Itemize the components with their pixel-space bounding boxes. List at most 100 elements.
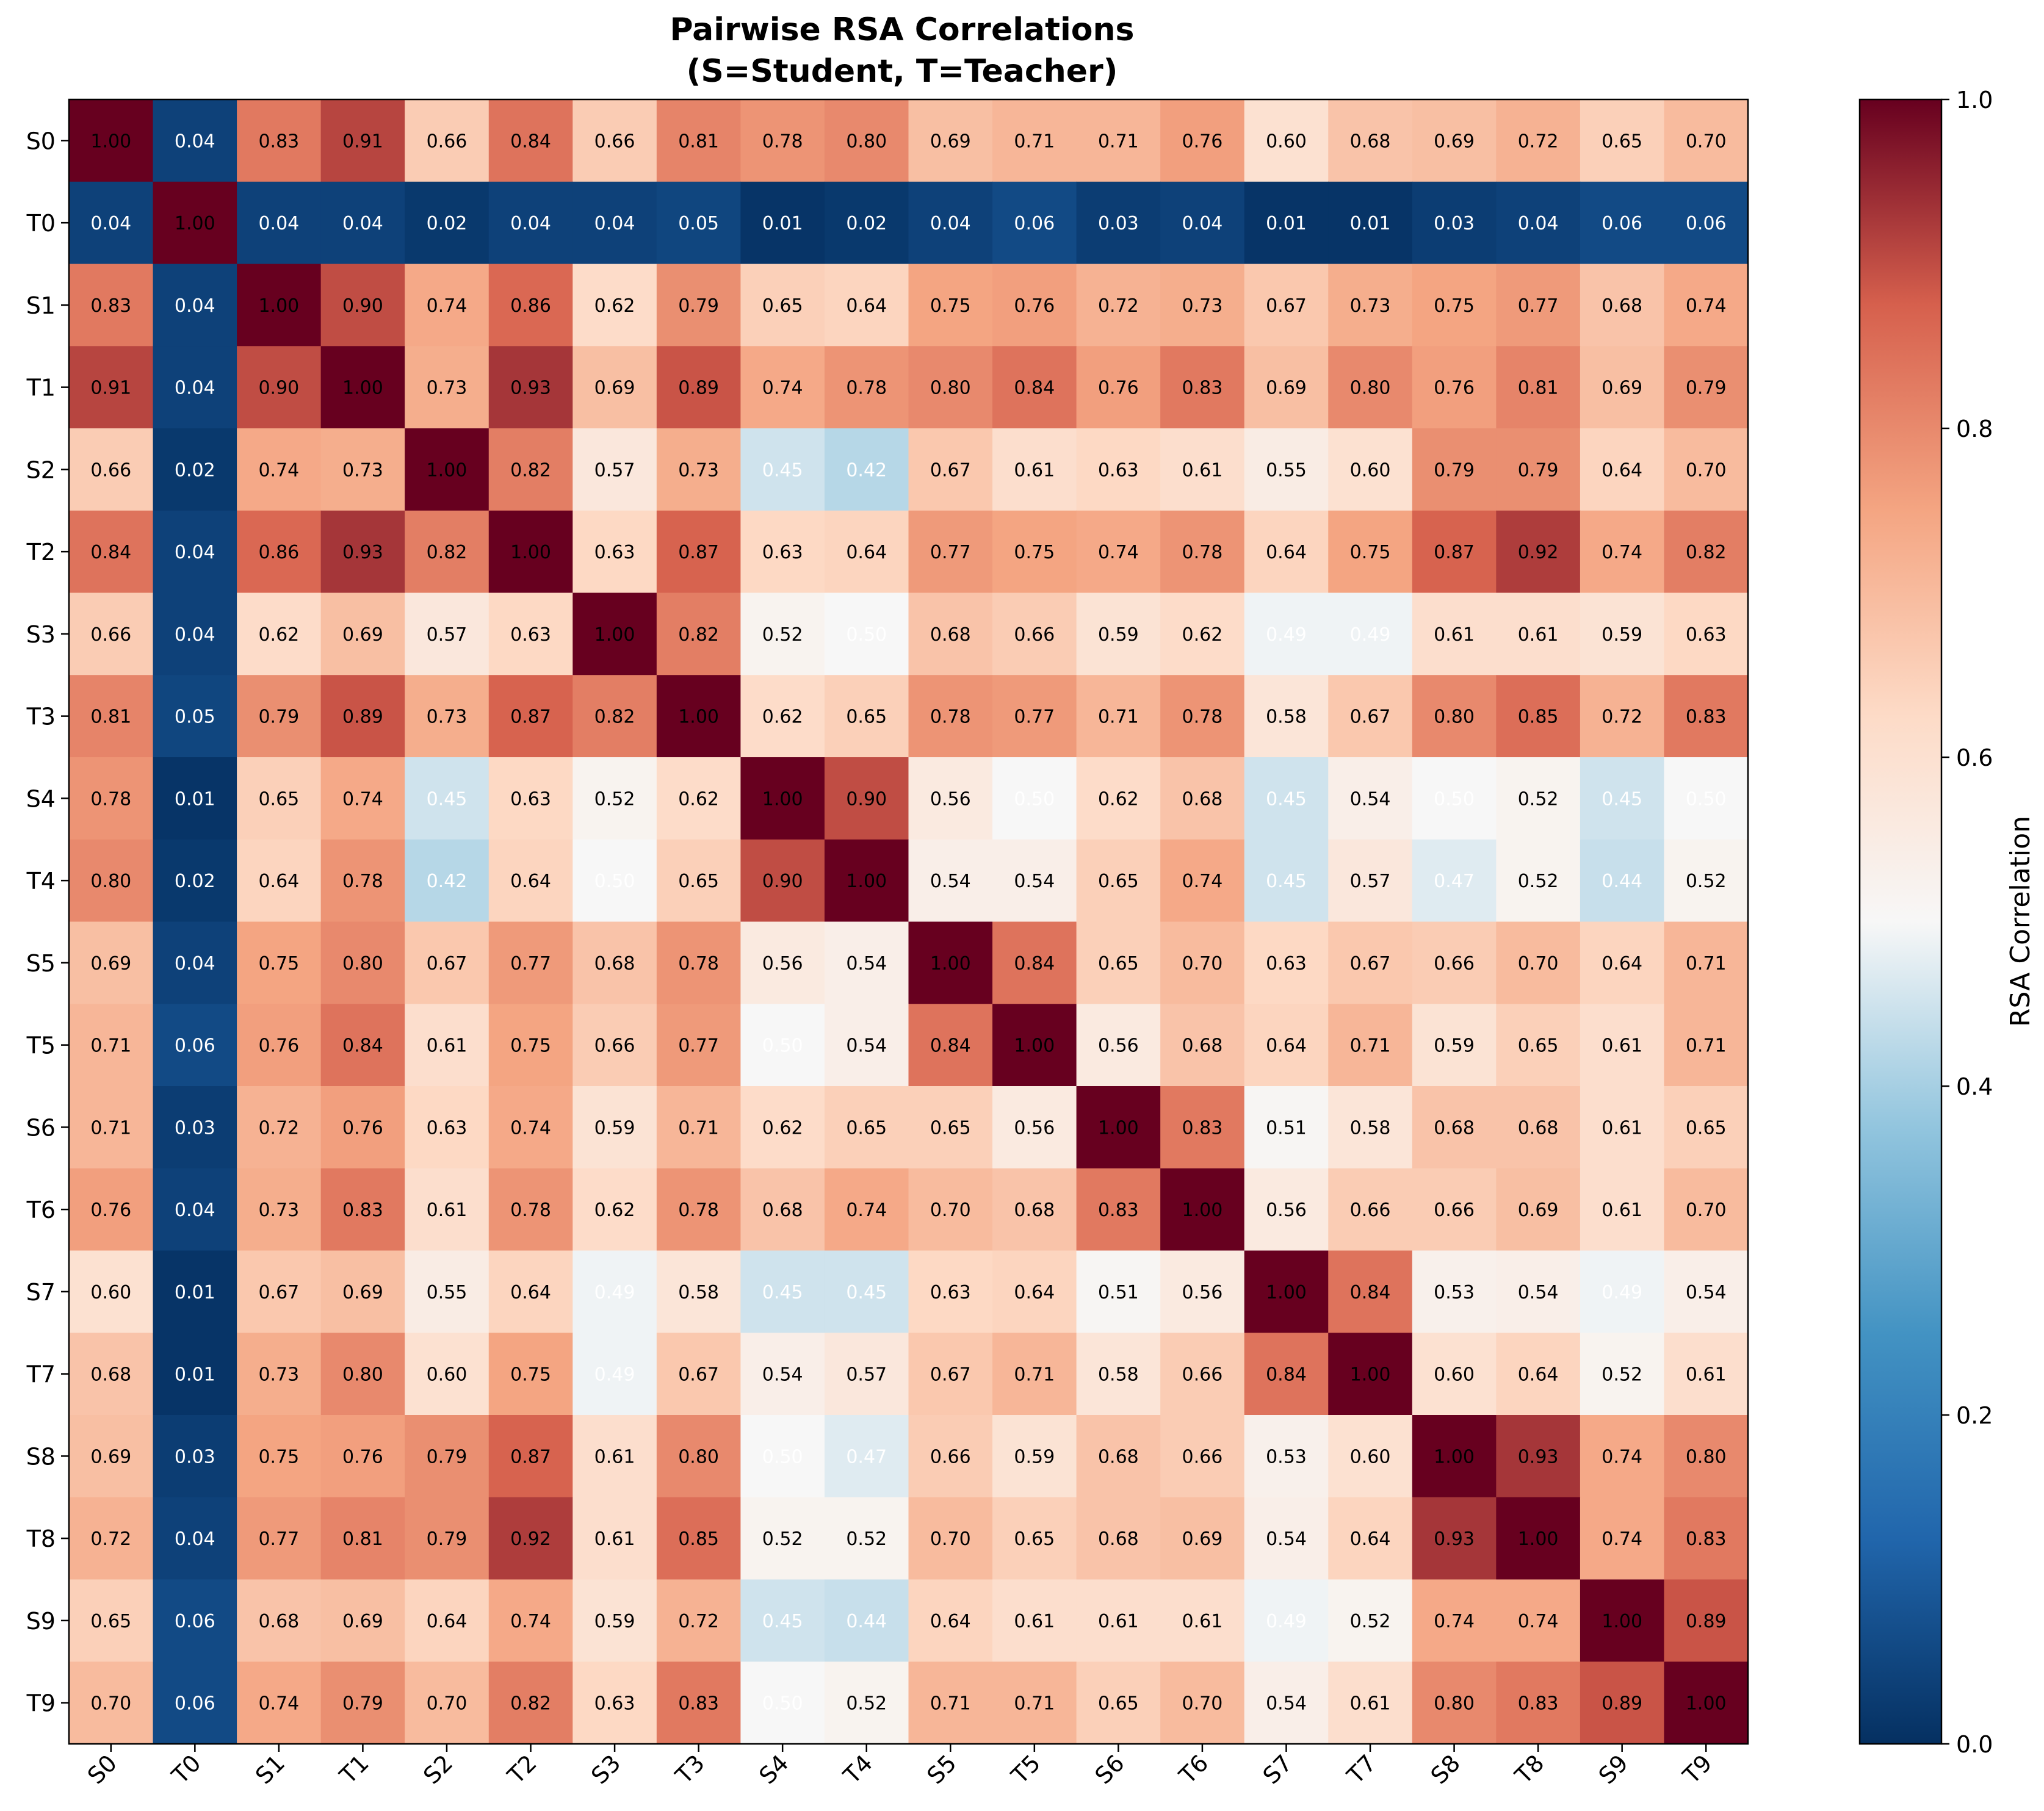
- heatmap-cell-T6-S2: [405, 1168, 489, 1251]
- heatmap-cell-S6-S0: [69, 1086, 154, 1169]
- cell-value-label: 0.63: [427, 1117, 468, 1139]
- heatmap-cell-T8-T7: [1328, 1497, 1413, 1580]
- heatmap-cell-T0-S2: [405, 181, 489, 265]
- cell-value-label: 0.51: [1098, 1282, 1139, 1303]
- y-tick-label-T1: T1: [26, 375, 56, 401]
- cell-value-label: 0.85: [678, 1528, 719, 1550]
- heatmap-cell-T4-T0: [153, 839, 237, 923]
- heatmap-cell-S2-S5: [908, 428, 993, 511]
- heatmap-cell-T0-S4: [740, 181, 825, 265]
- heatmap-cell-T7-T5: [992, 1333, 1077, 1416]
- heatmap-cell-S5-T8: [1496, 921, 1581, 1004]
- cell-value-label: 0.91: [90, 378, 131, 399]
- cell-value-label: 0.58: [1098, 1364, 1139, 1386]
- cell-value-label: 0.74: [1602, 1446, 1642, 1467]
- heatmap-cell-S6-T1: [320, 1086, 405, 1169]
- cell-value-label: 0.64: [1518, 1364, 1559, 1386]
- cell-value-label: 0.66: [1182, 1446, 1223, 1467]
- cell-value-label: 0.63: [510, 788, 551, 810]
- x-tick-label-T5: T5: [1006, 1749, 1045, 1789]
- cell-value-label: 0.89: [1602, 1693, 1642, 1715]
- cell-value-label: 0.04: [175, 1200, 215, 1221]
- heatmap-cell-T2-S9: [1580, 510, 1665, 594]
- cell-value-label: 0.72: [678, 1611, 719, 1632]
- cell-value-label: 0.64: [510, 1282, 551, 1303]
- heatmap-cell-S0-S1: [237, 99, 322, 182]
- heatmap-cell-T8-S1: [237, 1497, 322, 1580]
- cell-value-label: 0.73: [1182, 295, 1223, 317]
- heatmap-cell-S9-T1: [320, 1579, 405, 1662]
- heatmap-cell-T9-S6: [1076, 1662, 1161, 1744]
- heatmap-cell-T3-T3: [656, 675, 741, 758]
- cell-value-label: 0.61: [1014, 1611, 1055, 1632]
- heatmap-cell-S3-S8: [1412, 592, 1497, 675]
- cell-value-label: 0.65: [930, 1117, 971, 1139]
- cell-value-label: 0.04: [175, 378, 215, 399]
- cell-value-label: 0.62: [594, 1200, 635, 1221]
- heatmap-cell-T6-T5: [992, 1168, 1077, 1251]
- y-tick-label-T5: T5: [26, 1032, 56, 1059]
- cell-value-label: 0.71: [930, 1693, 971, 1715]
- heatmap-cell-S5-S2: [405, 921, 489, 1004]
- cell-value-label: 0.80: [1434, 1693, 1475, 1715]
- heatmap-cell-S5-T7: [1328, 921, 1413, 1004]
- cell-value-label: 0.62: [678, 788, 719, 810]
- cell-value-label: 0.65: [678, 871, 719, 892]
- heatmap-cell-T8-T5: [992, 1497, 1077, 1580]
- heatmap-cell-S0-S9: [1580, 99, 1665, 182]
- x-tick-label-T9: T9: [1677, 1749, 1717, 1789]
- cell-value-label: 0.54: [846, 953, 887, 974]
- x-axis: S0 T0 S1 T1 S2 T2 S3 T3 S4 T4 S5 T5 S6 T6 S7 T7 S8 T8 S9 T9: [82, 1744, 1717, 1790]
- cell-value-label: 0.84: [1266, 1364, 1307, 1386]
- x-tick-label-T4: T4: [838, 1749, 878, 1789]
- cell-value-label: 0.83: [258, 131, 299, 152]
- heatmap-cell-T1-T5: [992, 346, 1077, 429]
- heatmap-cell-T8-T4: [824, 1497, 909, 1580]
- cell-value-label: 0.55: [427, 1282, 468, 1303]
- heatmap-cell-T0-S0: [69, 181, 154, 265]
- heatmap-cell-T2-T2: [488, 510, 573, 594]
- cell-value-label: 0.65: [1098, 953, 1139, 974]
- heatmap-cell-T9-S0: [69, 1662, 154, 1744]
- heatmap-cell-T2-S3: [572, 510, 657, 594]
- heatmap-cell-S8-T6: [1160, 1415, 1245, 1498]
- heatmap-cell-T9-T6: [1160, 1662, 1245, 1744]
- cell-value-label: 0.79: [1434, 459, 1475, 481]
- heatmap-cell-T4-S1: [237, 839, 322, 923]
- cell-value-label: 0.55: [1266, 459, 1307, 481]
- cell-value-label: 0.67: [427, 953, 468, 974]
- heatmap-cell-S6-T4: [824, 1086, 909, 1169]
- cell-value-label: 0.53: [1434, 1282, 1475, 1303]
- cell-value-label: 0.04: [258, 213, 299, 234]
- cell-value-label: 0.57: [1350, 871, 1391, 892]
- cell-value-label: 0.92: [510, 1528, 551, 1550]
- cell-value-label: 0.50: [1686, 788, 1727, 810]
- cell-value-label: 0.59: [1602, 624, 1642, 646]
- heatmap-cell-S8-T1: [320, 1415, 405, 1498]
- cell-value-label: 0.65: [1014, 1528, 1055, 1550]
- heatmap-cell-T3-S8: [1412, 675, 1497, 758]
- cell-value-label: 0.64: [846, 295, 887, 317]
- heatmap-cell-S4-T6: [1160, 757, 1245, 840]
- cell-value-label: 0.45: [762, 1611, 803, 1632]
- cell-value-label: 0.80: [678, 1446, 719, 1467]
- cell-value-label: 1.00: [1350, 1364, 1391, 1386]
- cell-value-label: 0.72: [1518, 131, 1559, 152]
- heatmap-cell-S5-S8: [1412, 921, 1497, 1004]
- heatmap-cell-T2-S6: [1076, 510, 1161, 594]
- heatmap-cell-S5-T5: [992, 921, 1077, 1004]
- heatmap-cell-S2-T2: [488, 428, 573, 511]
- heatmap-cell-S3-S5: [908, 592, 993, 675]
- cell-value-label: 0.70: [1182, 1693, 1223, 1715]
- heatmap-cell-S2-T0: [153, 428, 237, 511]
- cell-value-label: 0.75: [510, 1364, 551, 1386]
- cell-value-label: 0.50: [762, 1693, 803, 1715]
- cell-value-label: 0.52: [1602, 1364, 1642, 1386]
- heatmap-cell-T1-T9: [1664, 346, 1749, 429]
- heatmap-cell-T7-S2: [405, 1333, 489, 1416]
- heatmap-cell-T8-T3: [656, 1497, 741, 1580]
- heatmap-cell-S0-S5: [908, 99, 993, 182]
- cell-value-label: 0.66: [90, 459, 131, 481]
- heatmap-cell-T3-T4: [824, 675, 909, 758]
- heatmap-cell-S4-S0: [69, 757, 154, 840]
